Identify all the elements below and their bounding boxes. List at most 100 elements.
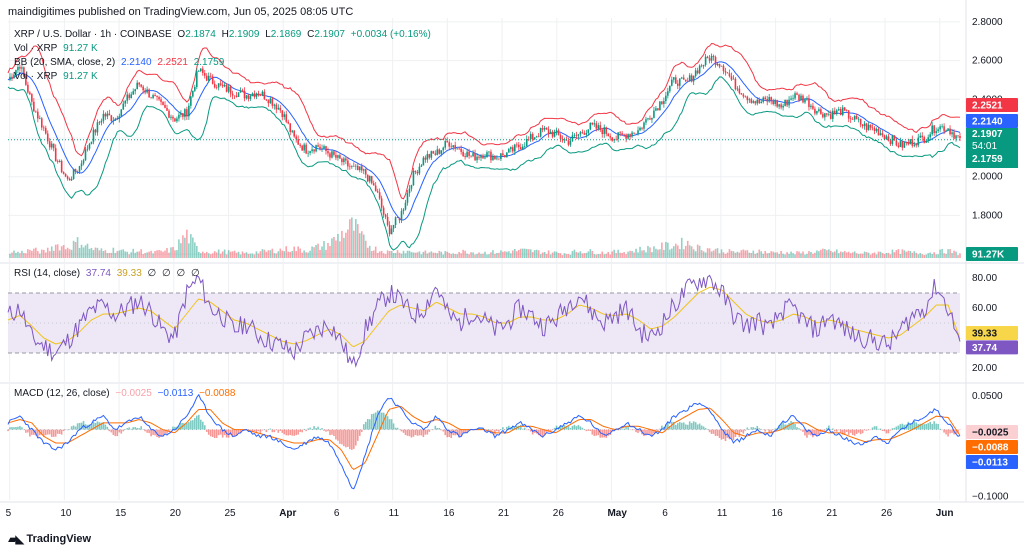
- volume-legend-row[interactable]: Vol · XRP 91.27 K: [14, 43, 101, 54]
- candle-body: [714, 56, 717, 65]
- candle-body: [849, 118, 852, 120]
- volume-bar: [46, 247, 49, 258]
- macd-hist-bar: [808, 429, 810, 435]
- volume-bar: [106, 253, 109, 258]
- candle-body: [925, 140, 928, 143]
- symbol-label[interactable]: XRP / U.S. Dollar · 1h · COINBASE: [14, 29, 172, 40]
- volume-bar: [671, 248, 673, 258]
- volume-bar: [366, 247, 369, 258]
- volume-bar: [372, 250, 375, 258]
- volume-bar: [877, 251, 880, 258]
- price-tag-last: 2.1907: [972, 129, 1003, 140]
- macd-legend-row[interactable]: MACD (12, 26, close) −0.0025 −0.0113 −0.…: [14, 388, 239, 399]
- candle-body: [599, 125, 602, 130]
- macd-hist-bar: [362, 424, 365, 430]
- volume-bar: [315, 245, 317, 258]
- volume-bar: [194, 242, 196, 258]
- macd-tag-signal-box: [966, 440, 1018, 454]
- macd-hist-bar: [227, 429, 230, 438]
- macd-hist-bar: [553, 427, 556, 430]
- volume-bar: [820, 249, 822, 258]
- volume-bar: [136, 251, 138, 258]
- macd-hist-bar: [941, 429, 943, 431]
- macd-hist-bar: [434, 425, 437, 430]
- macd-hist-bar: [378, 411, 381, 430]
- volume-bar: [388, 251, 391, 258]
- candle-body: [27, 84, 29, 93]
- bb-label[interactable]: BB (20, SMA, close, 2): [14, 57, 116, 68]
- volume-bar: [112, 247, 115, 258]
- volume-bar: [569, 254, 572, 258]
- bb-legend-row[interactable]: BB (20, SMA, close, 2) 2.2140 2.2521 2.1…: [14, 57, 227, 68]
- candle-body: [756, 99, 759, 104]
- macd-hist-bar: [180, 422, 182, 430]
- rsi-axis-tick: 60.00: [972, 303, 997, 314]
- candle-body: [788, 99, 790, 106]
- candle-body: [263, 91, 266, 100]
- macd-hist-bar: [150, 429, 152, 437]
- candle-body: [46, 133, 49, 142]
- time-axis-tick: 16: [772, 508, 784, 519]
- candle-body: [237, 92, 240, 97]
- macd-hist-bar: [420, 429, 423, 436]
- volume-bar: [269, 250, 272, 258]
- macd-hist-bar: [368, 419, 371, 430]
- candle-body: [919, 135, 922, 138]
- candle-body: [617, 132, 619, 140]
- macd-hist-bar: [188, 422, 190, 430]
- volume-bar: [362, 234, 365, 258]
- rsi-label[interactable]: RSI (14, close): [14, 268, 81, 279]
- candle-body: [297, 139, 299, 145]
- candle-body: [766, 99, 769, 102]
- macd-line-value: −0.0113: [157, 388, 194, 399]
- candle-body: [247, 95, 250, 99]
- candle-body: [593, 123, 596, 125]
- candle-body: [303, 144, 305, 151]
- volume-bar: [657, 249, 659, 258]
- macd-hist-bar: [750, 427, 753, 430]
- candle-body: [750, 99, 753, 103]
- macd-hist-bar: [351, 429, 353, 450]
- macd-hist-bar: [209, 429, 212, 437]
- macd-hist-bar: [605, 429, 608, 438]
- candle-body: [899, 141, 902, 147]
- candle-body: [531, 134, 534, 140]
- main-legend-row[interactable]: XRP / U.S. Dollar · 1h · COINBASE O2.187…: [14, 29, 434, 40]
- volume-bar: [573, 249, 576, 258]
- tradingview-logo[interactable]: ▰◣ TradingView: [8, 532, 91, 546]
- volume-bar: [778, 253, 780, 258]
- macd-hist-bar: [424, 429, 427, 435]
- macd-hist-bar: [130, 428, 133, 430]
- volume-bar: [74, 242, 77, 258]
- volume-bar: [243, 253, 246, 258]
- candle-body: [241, 90, 244, 92]
- macd-hist-bar: [665, 424, 667, 430]
- macd-hist-bar: [444, 429, 447, 436]
- bb-upper-value: 2.2521: [157, 57, 188, 68]
- macd-hist-bar: [895, 426, 898, 430]
- bb-lower-line: [7, 76, 961, 251]
- volume-bar: [881, 252, 884, 258]
- candle-body: [635, 133, 637, 135]
- macd-hist-bar: [565, 426, 568, 430]
- time-axis-tick: May: [607, 508, 627, 519]
- volume-label[interactable]: Vol · XRP: [14, 43, 58, 54]
- volume-bar: [527, 249, 530, 258]
- macd-hist-bar: [521, 428, 524, 430]
- macd-hist-bar: [466, 429, 468, 433]
- volume-bar: [537, 250, 540, 258]
- volume-bar: [156, 250, 158, 258]
- macd-hist-bar: [764, 429, 767, 432]
- macd-hist-bar: [730, 429, 733, 439]
- volume2-legend-row[interactable]: Vol · XRP 91.27 K: [14, 71, 101, 82]
- volume2-label[interactable]: Vol · XRP: [14, 71, 58, 82]
- macd-hist-bar: [849, 429, 852, 433]
- volume-bar: [253, 254, 256, 258]
- candle-body: [492, 156, 494, 161]
- rsi-legend-row[interactable]: RSI (14, close) 37.74 39.33 ∅ ∅ ∅ ∅: [14, 268, 203, 279]
- macd-label[interactable]: MACD (12, 26, close): [14, 388, 110, 399]
- volume-bar: [581, 253, 584, 258]
- open-label: O: [177, 29, 186, 40]
- volume-bar: [422, 251, 425, 258]
